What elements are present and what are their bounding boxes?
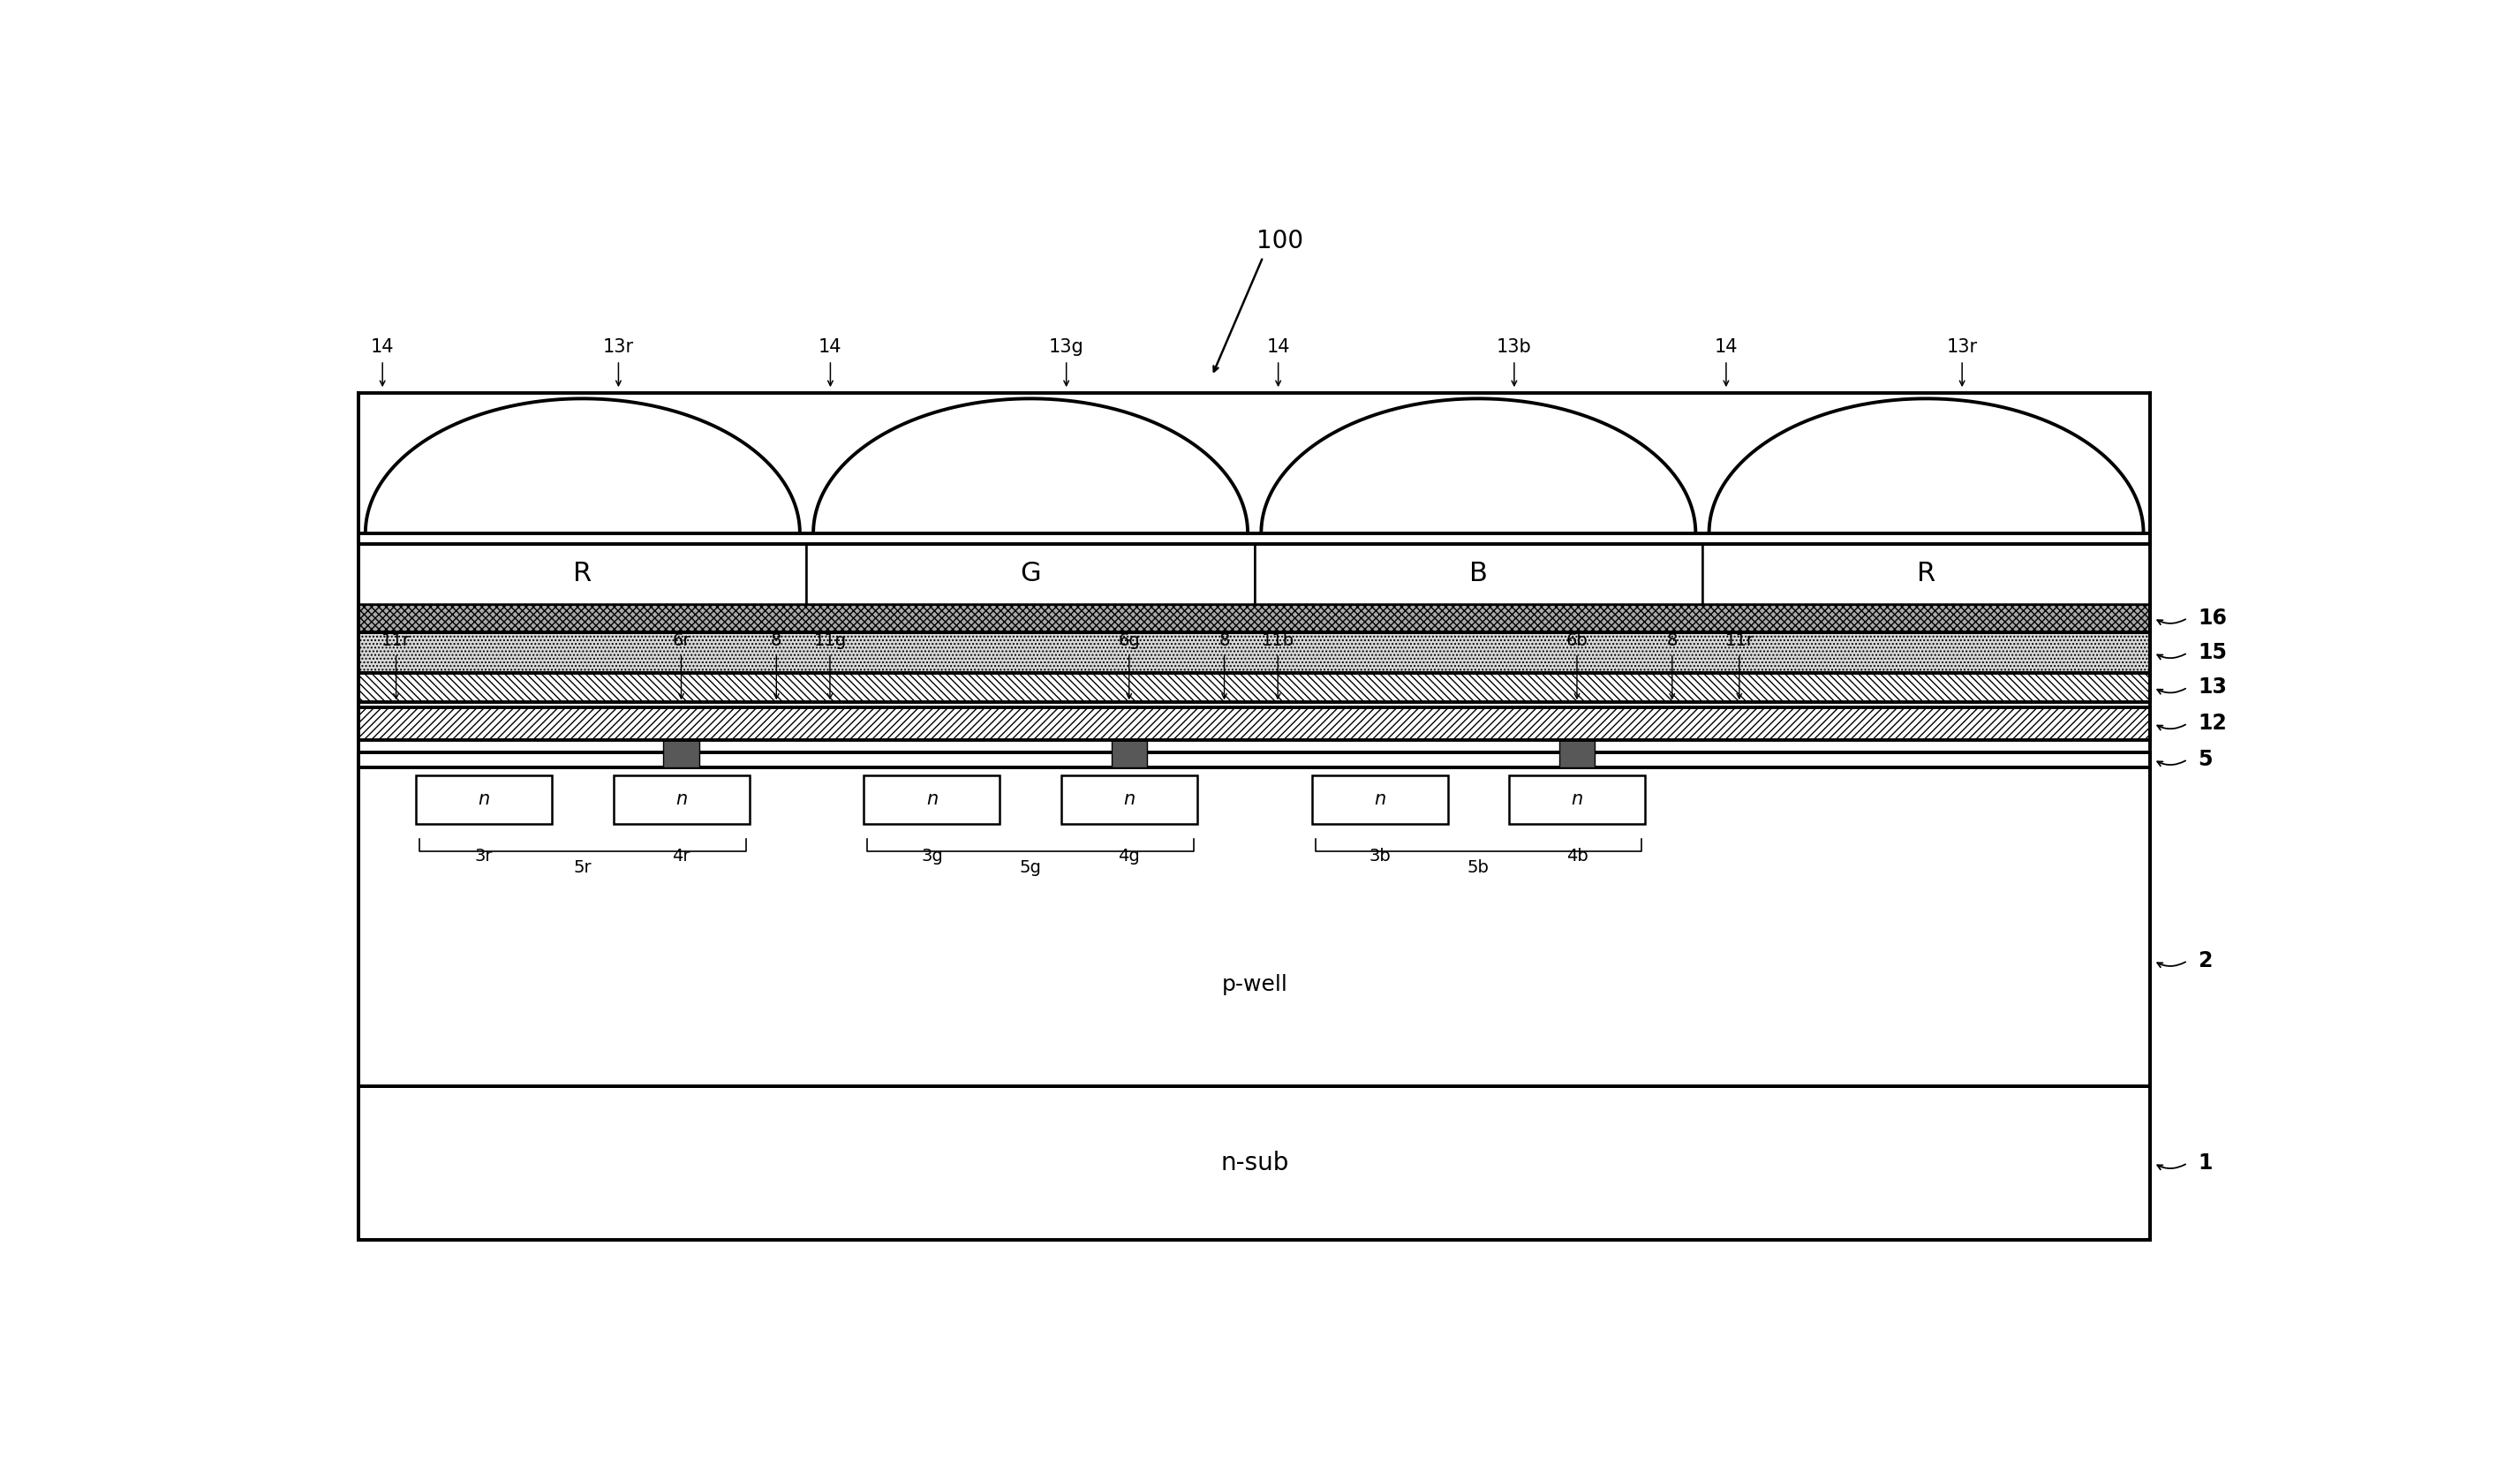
Bar — [416, 775, 552, 823]
Bar — [358, 673, 2150, 701]
Bar — [806, 544, 1255, 604]
Text: 15: 15 — [2197, 642, 2228, 663]
Bar — [358, 707, 2150, 739]
Text: R: R — [1918, 561, 1935, 586]
Text: n: n — [1373, 791, 1386, 809]
Text: 6r: 6r — [673, 632, 690, 650]
Text: 5b: 5b — [1467, 859, 1489, 876]
Text: n: n — [479, 791, 489, 809]
Text: n: n — [675, 791, 688, 809]
Text: 2: 2 — [2197, 950, 2213, 971]
Text: 14: 14 — [370, 337, 393, 355]
Text: n-sub: n-sub — [1220, 1150, 1288, 1175]
Text: 8: 8 — [771, 632, 781, 650]
Text: 6g: 6g — [1119, 632, 1139, 650]
Bar — [358, 753, 2150, 767]
Text: 100: 100 — [1257, 228, 1303, 253]
Text: 13: 13 — [2197, 676, 2228, 698]
Text: 12: 12 — [2197, 713, 2228, 734]
Bar — [358, 632, 2150, 673]
Bar — [1704, 544, 2150, 604]
Text: 13r: 13r — [602, 337, 635, 355]
Text: 4b: 4b — [1565, 848, 1588, 865]
Text: 3g: 3g — [920, 848, 942, 865]
Text: p-well: p-well — [1222, 974, 1288, 996]
Text: 11r: 11r — [1724, 632, 1754, 650]
Text: 5: 5 — [2197, 748, 2213, 770]
Text: 16: 16 — [2197, 607, 2228, 629]
Text: 11g: 11g — [814, 632, 847, 650]
Text: 3r: 3r — [474, 848, 494, 865]
Bar — [663, 725, 698, 767]
Text: n: n — [1570, 791, 1583, 809]
Text: 13b: 13b — [1497, 337, 1532, 355]
Text: n: n — [925, 791, 937, 809]
Bar — [612, 775, 748, 823]
Text: B: B — [1469, 561, 1487, 586]
Bar — [358, 544, 806, 604]
Text: 4g: 4g — [1119, 848, 1139, 865]
Text: 13r: 13r — [1945, 337, 1978, 355]
Text: 6b: 6b — [1565, 632, 1588, 650]
Text: 8: 8 — [1220, 632, 1230, 650]
Text: R: R — [572, 561, 592, 586]
Text: 5r: 5r — [575, 859, 592, 876]
Bar — [1061, 775, 1197, 823]
Bar — [358, 533, 2150, 544]
Text: 11b: 11b — [1263, 632, 1295, 650]
Bar — [1313, 775, 1449, 823]
Bar — [358, 604, 2150, 632]
Text: 1: 1 — [2197, 1152, 2213, 1174]
Bar — [1111, 725, 1147, 767]
Bar — [1509, 775, 1646, 823]
Text: 13g: 13g — [1048, 337, 1084, 355]
Text: 14: 14 — [1714, 337, 1739, 355]
Text: 11r: 11r — [381, 632, 411, 650]
Text: 14: 14 — [819, 337, 842, 355]
Bar — [358, 1087, 2150, 1240]
Bar — [864, 775, 1000, 823]
Bar — [1560, 725, 1595, 767]
Text: 14: 14 — [1268, 337, 1290, 355]
Text: G: G — [1021, 561, 1041, 586]
Text: 5g: 5g — [1021, 859, 1041, 876]
Text: 4r: 4r — [673, 848, 690, 865]
Text: n: n — [1124, 791, 1134, 809]
Text: 8: 8 — [1666, 632, 1678, 650]
Bar — [358, 767, 2150, 1087]
Text: 3b: 3b — [1368, 848, 1391, 865]
Bar — [1255, 544, 1704, 604]
